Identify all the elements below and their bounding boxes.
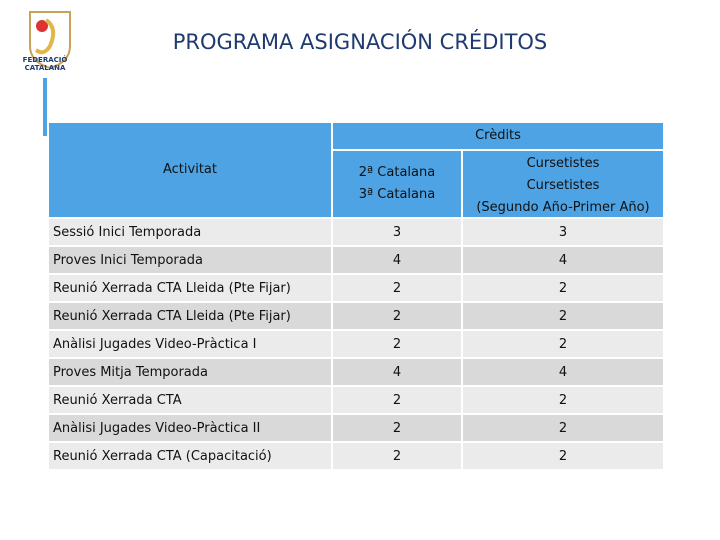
credit-cell: 2 xyxy=(332,330,462,358)
header-col2: Cursetistes Cursetistes (Segundo Año-Prime… xyxy=(462,150,664,218)
header-line: 2ª Catalana xyxy=(358,165,436,180)
activity-cell: Reunió Xerrada CTA Lleida (Pte Fijar) xyxy=(48,274,332,302)
accent-bar xyxy=(43,78,47,136)
credit-cell: 2 xyxy=(462,414,664,442)
activity-cell: Proves Inici Temporada xyxy=(48,246,332,274)
activity-cell: Reunió Xerrada CTA Lleida (Pte Fijar) xyxy=(48,302,332,330)
header-group: Crèdits xyxy=(332,122,664,150)
header-line: (Segundo Año-Primer Año) xyxy=(476,200,650,215)
header-line: 3ª Catalana xyxy=(358,187,436,202)
credit-cell: 2 xyxy=(462,330,664,358)
credit-cell: 3 xyxy=(332,218,462,246)
header-activity: Activitat xyxy=(48,122,332,218)
credit-cell: 4 xyxy=(332,358,462,386)
credit-cell: 3 xyxy=(462,218,664,246)
logo xyxy=(29,11,71,70)
logo-text: FEDERACIÓ CATALANA xyxy=(22,56,68,72)
credit-cell: 2 xyxy=(462,442,664,470)
credit-cell: 2 xyxy=(462,302,664,330)
credit-cell: 2 xyxy=(332,442,462,470)
credit-cell: 4 xyxy=(462,358,664,386)
credit-cell: 2 xyxy=(462,274,664,302)
activity-cell: Anàlisi Jugades Video-Pràctica I xyxy=(48,330,332,358)
credit-cell: 4 xyxy=(332,246,462,274)
credit-cell: 2 xyxy=(332,386,462,414)
header-line: Cursetistes xyxy=(526,178,600,193)
activity-cell: Reunió Xerrada CTA (Capacitació) xyxy=(48,442,332,470)
header-line: Cursetistes xyxy=(526,156,600,171)
activity-cell: Anàlisi Jugades Video-Pràctica II xyxy=(48,414,332,442)
credit-cell: 4 xyxy=(462,246,664,274)
activity-cell: Proves Mitja Temporada xyxy=(48,358,332,386)
activity-cell: Sessió Inici Temporada xyxy=(48,218,332,246)
header-col1: 2ª Catalana 3ª Catalana xyxy=(332,150,462,218)
credit-cell: 2 xyxy=(462,386,664,414)
credit-cell: 2 xyxy=(332,302,462,330)
credit-cell: 2 xyxy=(332,274,462,302)
credit-cell: 2 xyxy=(332,414,462,442)
activity-cell: Reunió Xerrada CTA xyxy=(48,386,332,414)
title: PROGRAMA ASIGNACIÓN CRÉDITOS xyxy=(172,30,548,54)
